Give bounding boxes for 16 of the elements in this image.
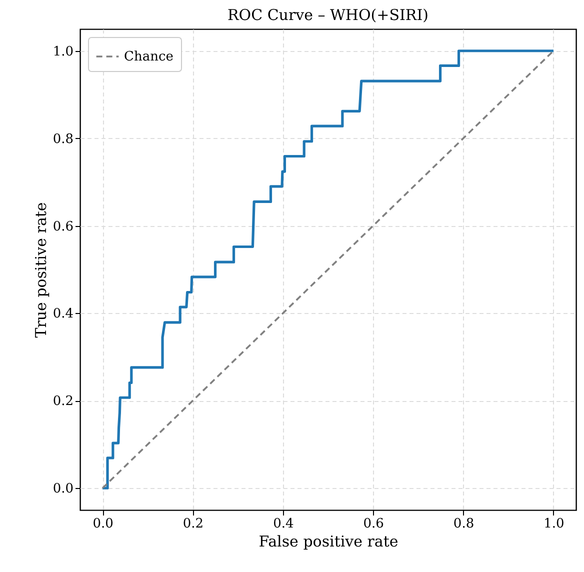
x-tick-label: 1.0	[544, 516, 564, 532]
y-tick-label: 0.8	[52, 132, 74, 147]
x-tick-label: 0.0	[92, 516, 114, 532]
chart-title: ROC Curve – WHO(+SIRI)	[227, 6, 429, 24]
x-axis-title: False positive rate	[258, 532, 398, 550]
x-tick-label: 0.6	[363, 516, 384, 532]
x-tick-label: 0.4	[273, 516, 294, 532]
y-tick-label: 0.4	[52, 306, 74, 322]
y-tick-label: 0.6	[52, 219, 74, 234]
y-tick-label: 1.0	[52, 44, 74, 60]
legend-label: Chance	[124, 50, 174, 64]
x-tick-label: 0.2	[182, 516, 204, 532]
y-tick-label: 0.0	[52, 482, 74, 497]
y-tick-label: 0.2	[52, 394, 74, 410]
x-tick-label: 0.8	[453, 516, 474, 532]
y-axis-title: True positive rate	[32, 202, 50, 338]
